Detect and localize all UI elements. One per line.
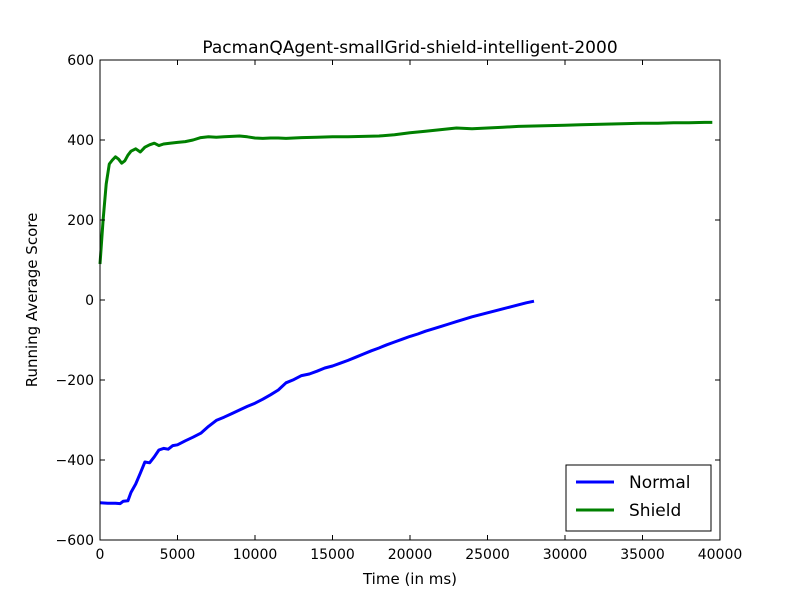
x-tick-label: 40000 (698, 547, 743, 563)
x-tick-label: 15000 (310, 547, 355, 563)
x-axis-label: Time (in ms) (362, 570, 457, 588)
chart-title: PacmanQAgent-smallGrid-shield-intelligen… (202, 38, 617, 58)
series-line-normal (99, 299, 535, 506)
x-tick-label: 10000 (233, 547, 278, 563)
legend: Normal Shield (565, 464, 712, 532)
y-tick-label: 0 (85, 293, 94, 309)
x-tick-label: 20000 (388, 547, 433, 563)
series-layer (98, 120, 713, 506)
legend-label-shield: Shield (629, 501, 681, 521)
x-tick-label: 30000 (543, 547, 588, 563)
y-tick-label: −200 (56, 373, 94, 389)
y-tick-label: −600 (56, 533, 94, 549)
series-line-shield (98, 120, 713, 265)
ticks-layer: 0 5000 10000 15000 20000 25000 30000 35000 40000… (56, 53, 743, 563)
x-tick-label: 5000 (160, 547, 196, 563)
y-tick-label: −400 (56, 453, 94, 469)
x-tick-label: 0 (96, 547, 105, 563)
y-tick-label: 600 (67, 53, 94, 69)
legend-label-normal: Normal (629, 473, 691, 493)
x-tick-label: 25000 (465, 547, 510, 563)
legend-box (565, 464, 712, 532)
y-tick-label: 200 (67, 213, 94, 229)
y-tick-label: 400 (67, 133, 94, 149)
x-tick-label: 35000 (620, 547, 665, 563)
plot-area: 0 5000 10000 15000 20000 25000 30000 35000 40000… (56, 53, 743, 563)
y-axis-label: Running Average Score (23, 213, 41, 388)
